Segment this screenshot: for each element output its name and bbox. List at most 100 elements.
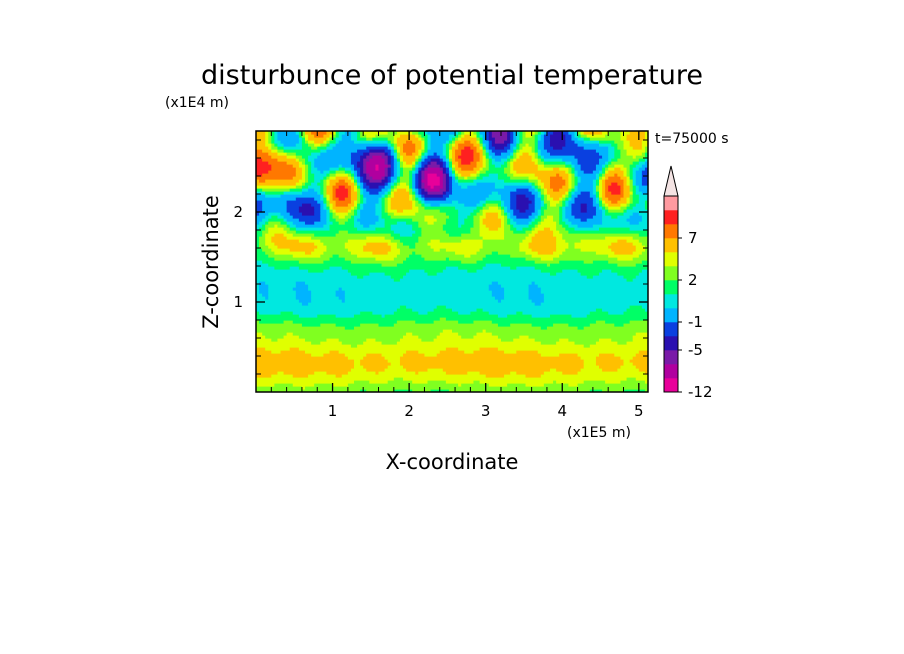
contour-cell	[271, 236, 288, 240]
contour-cell	[586, 206, 597, 210]
contour-cell	[295, 131, 300, 135]
contour-cell	[335, 293, 346, 297]
contour-cell	[412, 200, 416, 204]
contour-cell	[308, 158, 315, 162]
contour-cell	[418, 134, 422, 138]
contour-cell	[568, 383, 579, 387]
contour-cell	[442, 173, 447, 177]
contour-cell	[644, 137, 648, 141]
contour-cell	[504, 350, 517, 354]
contour-cell	[360, 185, 364, 189]
contour-cell	[298, 239, 321, 243]
contour-cell	[268, 134, 272, 138]
contour-cell	[332, 383, 349, 387]
contour-cell	[274, 137, 279, 141]
contour-cell	[396, 308, 413, 312]
contour-cell	[644, 131, 648, 135]
contour-cell	[305, 251, 312, 255]
contour-cell	[479, 158, 484, 162]
contour-cell	[546, 131, 554, 135]
contour-cell	[592, 260, 609, 264]
contour-cell	[611, 338, 634, 342]
contour-cell	[641, 305, 648, 309]
contour-cell	[298, 260, 324, 264]
contour-cell	[384, 200, 389, 204]
contour-cell	[323, 176, 328, 180]
contour-cell	[366, 134, 377, 138]
contour-cell	[311, 236, 367, 240]
contour-cell	[262, 206, 288, 210]
contour-cell	[381, 353, 404, 357]
contour-cell	[546, 326, 579, 330]
contour-cell	[256, 251, 266, 255]
contour-cell	[421, 197, 426, 201]
contour-cell	[479, 143, 484, 147]
contour-cell	[308, 164, 312, 168]
contour-cell	[289, 224, 297, 228]
contour-cell	[393, 236, 419, 240]
contour-cell	[357, 212, 361, 216]
contour-cell	[540, 269, 563, 273]
contour-cell	[256, 350, 272, 354]
contour-cell	[439, 158, 444, 162]
contour-cell	[577, 179, 582, 183]
contour-cell	[550, 185, 563, 189]
contour-cell	[501, 164, 508, 168]
contour-cell	[332, 212, 337, 216]
contour-cell	[430, 245, 484, 249]
contour-cell	[632, 200, 640, 204]
contour-cell	[531, 158, 539, 162]
contour-cell	[427, 179, 441, 183]
contour-cell	[326, 149, 358, 153]
contour-cell	[384, 197, 389, 201]
contour-cell	[516, 221, 530, 225]
contour-cell	[494, 137, 508, 141]
contour-cell	[620, 149, 628, 153]
contour-cell	[418, 176, 422, 180]
contour-cell	[329, 227, 358, 231]
contour-cell	[445, 155, 450, 159]
contour-cell	[256, 317, 441, 321]
contour-cell	[256, 155, 272, 159]
contour-cell	[501, 221, 505, 225]
contour-cell	[427, 188, 441, 192]
contour-cell	[448, 389, 591, 392]
contour-cell	[605, 170, 609, 174]
contour-cell	[507, 134, 511, 138]
contour-cell	[271, 140, 275, 144]
contour-cell	[403, 365, 585, 369]
contour-cell	[396, 155, 401, 159]
contour-cell	[553, 188, 560, 192]
contour-cell	[399, 359, 585, 363]
contour-cell	[611, 248, 637, 252]
contour-cell	[488, 167, 505, 171]
contour-cell	[262, 200, 288, 204]
contour-cell	[488, 311, 517, 315]
contour-cell	[559, 230, 569, 234]
contour-cell	[320, 215, 328, 219]
contour-cell	[491, 134, 508, 138]
contour-cell	[295, 197, 315, 201]
contour-cell	[632, 212, 640, 216]
contour-cell	[396, 137, 419, 141]
contour-cell	[556, 239, 566, 243]
contour-cell	[550, 179, 566, 183]
contour-cell	[418, 371, 447, 375]
contour-cell	[461, 158, 475, 162]
contour-cell	[605, 236, 634, 240]
contour-cell	[326, 200, 331, 204]
contour-cell	[494, 182, 533, 186]
contour-cell	[323, 182, 328, 186]
contour-cell	[592, 188, 597, 192]
contour-cell	[320, 203, 324, 207]
contour-cell	[265, 134, 269, 138]
contour-cell	[513, 218, 533, 222]
contour-cell	[501, 284, 530, 288]
contour-cell	[516, 134, 520, 138]
contour-cell	[271, 350, 282, 354]
contour-cell	[638, 161, 646, 165]
contour-cell	[491, 143, 508, 147]
contour-cell	[256, 143, 266, 147]
contour-cell	[635, 188, 640, 192]
contour-cell	[580, 131, 585, 135]
